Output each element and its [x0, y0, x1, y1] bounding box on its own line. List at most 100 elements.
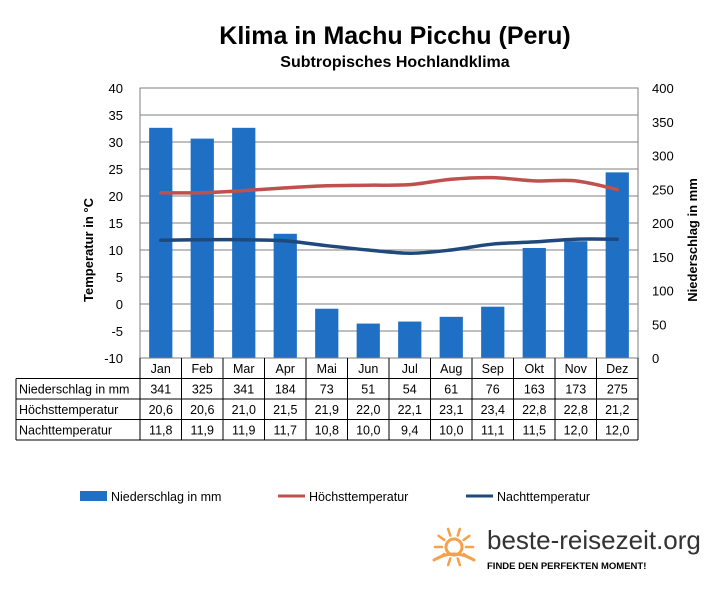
table-cell: 12,0 [605, 424, 629, 438]
left-tick-label: 35 [109, 108, 123, 123]
left-tick-label: 30 [109, 135, 123, 150]
table-cell: 275 [607, 383, 628, 397]
table-cell: 173 [565, 383, 586, 397]
left-tick-label: 0 [116, 297, 123, 312]
table-cell: 184 [275, 383, 296, 397]
left-tick-label: 25 [109, 162, 123, 177]
right-tick-label: 200 [652, 216, 674, 231]
table-cell: 325 [192, 383, 213, 397]
right-tick-label: 350 [652, 115, 674, 130]
left-tick-label: 20 [109, 189, 123, 204]
precipitation-bar [605, 172, 629, 358]
table-cell: 11,1 [481, 424, 504, 438]
gridlines [140, 87, 638, 359]
category-label: Nov [565, 362, 588, 376]
legend-label: Niederschlag in mm [111, 490, 221, 504]
right-tick-label: 150 [652, 250, 674, 265]
right-tick-label: 400 [652, 81, 674, 96]
legend-swatch-bar [80, 491, 107, 501]
table-cell: 163 [524, 383, 545, 397]
category-label: Mar [233, 362, 255, 376]
table-cell: 10,8 [315, 424, 339, 438]
precipitation-bar [481, 306, 505, 358]
left-tick-label: -5 [111, 324, 123, 339]
table-cell: 22,0 [356, 403, 380, 417]
category-label: Sep [482, 362, 504, 376]
table-cell: 10,0 [439, 424, 463, 438]
right-tick-label: 100 [652, 284, 674, 299]
precipitation-bars [149, 127, 629, 358]
table-cell: 21,9 [315, 403, 339, 417]
right-tick-label: 50 [652, 317, 666, 332]
table-row-header: Höchsttemperatur [19, 403, 118, 417]
high-temperature-line [159, 175, 619, 195]
category-label: Apr [276, 362, 295, 376]
left-tick-label: 5 [116, 270, 123, 285]
chart-subtitle: Subtropisches Hochlandklima [280, 54, 509, 71]
precipitation-bar [190, 138, 214, 358]
category-label: Aug [440, 362, 462, 376]
precipitation-bar [149, 127, 173, 358]
category-label: Jul [402, 362, 418, 376]
category-label: Jun [358, 362, 378, 376]
left-tick-label: 15 [109, 216, 123, 231]
table-row-header: Nachttemperatur [19, 424, 112, 438]
table-cell: 22,8 [564, 403, 588, 417]
precipitation-bar [439, 316, 463, 358]
brand-tagline: FINDE DEN PERFEKTEN MOMENT! [487, 561, 646, 572]
category-label: Feb [191, 362, 213, 376]
table-cell: 11,9 [191, 424, 214, 438]
table-row-header: Niederschlag in mm [19, 383, 129, 397]
table-cell: 54 [403, 383, 417, 397]
left-axis-ticks: 40 35 30 25 20 15 10 5 0 -5 -10 [104, 81, 123, 366]
precipitation-bar [273, 233, 297, 358]
category-label: Mai [317, 362, 337, 376]
table-cell: 20,6 [190, 403, 214, 417]
left-tick-label: 40 [109, 81, 123, 96]
table-cell: 11,7 [274, 424, 297, 438]
table-cell: 10,0 [356, 424, 380, 438]
table-cell: 11,9 [232, 424, 255, 438]
legend: Niederschlag in mm Höchsttemperatur Nachtt… [80, 490, 590, 504]
table-cell: 11,8 [149, 424, 172, 438]
table-cell: 73 [320, 383, 334, 397]
table-cell: 23,1 [439, 403, 463, 417]
table-cell: 21,0 [232, 403, 256, 417]
left-axis-title: Temperatur in °C [81, 197, 96, 302]
data-table: Jan Feb Mar Apr Mai Jun Jul Aug Sep Okt Nov Dez Nied… [15, 358, 639, 441]
table-cell: 341 [150, 383, 171, 397]
left-tick-label: -10 [104, 351, 123, 366]
table-cell: 23,4 [481, 403, 505, 417]
right-tick-label: 250 [652, 182, 674, 197]
temperature-lines [159, 175, 619, 255]
right-axis-title: Niederschlag in mm [685, 178, 700, 302]
category-label: Dez [606, 362, 628, 376]
table-cell: 21,5 [273, 403, 297, 417]
category-label: Okt [525, 362, 545, 376]
precipitation-bar [564, 241, 588, 358]
table-cell: 20,6 [149, 403, 173, 417]
table-cell: 22,1 [398, 403, 422, 417]
table-cell: 341 [233, 383, 254, 397]
brand-name: beste-reisezeit.org [487, 525, 701, 555]
table-cell: 76 [486, 383, 500, 397]
precipitation-bar [522, 247, 546, 358]
right-axis-ticks: 400 350 300 250 200 150 100 50 0 [652, 81, 674, 366]
table-cell: 11,5 [523, 424, 546, 438]
precipitation-bar [356, 323, 380, 358]
right-tick-label: 0 [652, 351, 659, 366]
legend-label: Nachttemperatur [497, 490, 590, 504]
category-label: Jan [151, 362, 171, 376]
table-cell: 9,4 [401, 424, 418, 438]
left-tick-label: 10 [109, 243, 123, 258]
table-cell: 22,8 [522, 403, 546, 417]
night-temperature-line [159, 237, 619, 255]
table-cell: 12,0 [564, 424, 588, 438]
precipitation-bar [315, 308, 339, 358]
sun-logo-icon [432, 527, 476, 567]
right-tick-label: 300 [652, 149, 674, 164]
table-cell: 61 [444, 383, 458, 397]
precipitation-bar [398, 321, 422, 358]
precipitation-bar [232, 127, 256, 358]
